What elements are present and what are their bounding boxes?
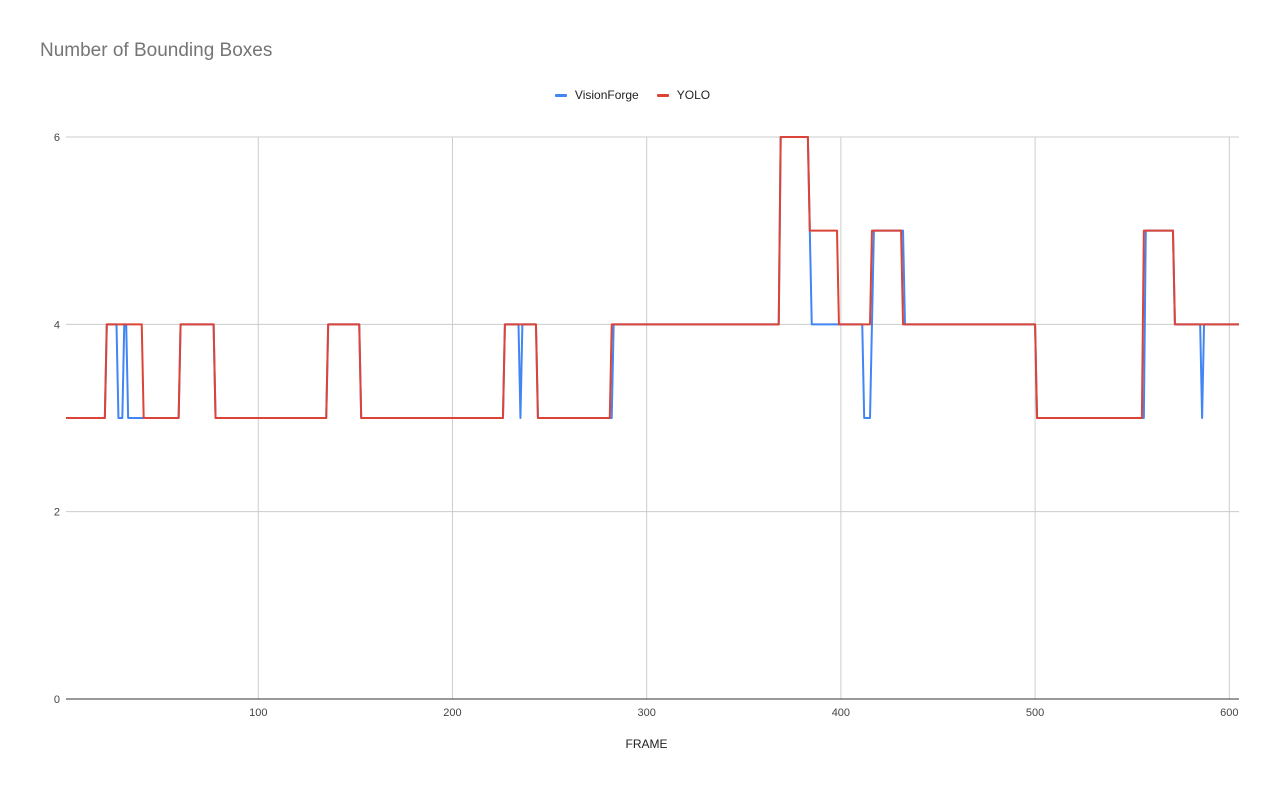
y-tick-label-4: 4 xyxy=(54,319,60,331)
x-tick-label-200: 200 xyxy=(443,707,461,719)
legend-label-yolo: YOLO xyxy=(676,88,711,102)
y-tick-label-0: 0 xyxy=(54,694,60,706)
legend: VisionForge YOLO xyxy=(0,88,1272,102)
legend-label-visionforge: VisionForge xyxy=(574,88,639,102)
legend-swatch-yolo xyxy=(656,93,669,97)
legend-swatch-visionforge xyxy=(554,93,567,97)
x-tick-label-600: 600 xyxy=(1220,707,1238,719)
y-tick-label-6: 6 xyxy=(54,132,60,144)
tick-labels: 0 2 4 6 100 200 300 400 500 600 xyxy=(54,132,1239,719)
series-lines xyxy=(66,136,1239,419)
legend-item-yolo[interactable]: YOLO xyxy=(656,88,711,102)
x-tick-label-400: 400 xyxy=(832,707,850,719)
x-tick-label-300: 300 xyxy=(637,707,655,719)
x-axis-title: FRAME xyxy=(626,737,668,751)
legend-item-visionforge[interactable]: VisionForge xyxy=(554,88,639,102)
x-tick-label-100: 100 xyxy=(249,707,267,719)
x-tick-label-500: 500 xyxy=(1026,707,1044,719)
y-tick-label-2: 2 xyxy=(54,507,60,519)
chart-title: Number of Bounding Boxes xyxy=(40,40,273,61)
series-line-yolo xyxy=(66,136,1239,419)
series-line-visionforge xyxy=(66,136,1239,419)
